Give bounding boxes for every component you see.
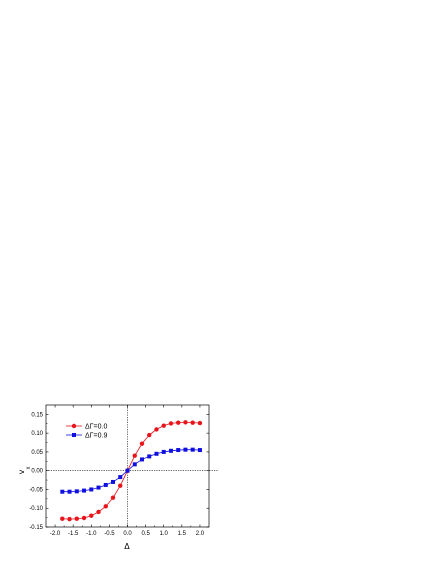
data-point-series-1 [110, 495, 116, 500]
data-point-series-1 [132, 453, 137, 458]
data-point-series-1 [139, 441, 145, 446]
data-point-series-2 [154, 451, 159, 456]
data-point-series-1 [96, 509, 101, 515]
x-tick-label: 0.0 [123, 531, 132, 537]
data-point-series-2 [96, 485, 101, 490]
data-point-series-1 [118, 483, 123, 488]
data-point-series-2 [60, 489, 65, 494]
data-point-series-1 [60, 516, 65, 521]
y-tick-label: 0.15 [31, 412, 43, 418]
data-point-series-2 [190, 447, 195, 452]
data-point-series-2 [183, 447, 188, 452]
legend-label-2: ΔΓ=0.9 [85, 432, 107, 439]
data-point-series-2 [103, 482, 108, 487]
data-point-series-1 [81, 515, 87, 521]
data-point-series-2 [67, 489, 72, 494]
x-tick-label: -1.0 [86, 531, 97, 537]
data-point-series-2 [82, 488, 87, 493]
y-tick-label: 0.10 [31, 431, 43, 437]
data-point-series-2 [168, 448, 173, 453]
data-point-series-1 [190, 420, 195, 425]
legend-label-1: ΔΓ=0.0 [85, 423, 107, 430]
data-point-series-1 [176, 420, 181, 425]
data-point-series-1 [103, 504, 108, 509]
y-axis-title: v x [17, 467, 32, 475]
data-point-series-1 [147, 432, 152, 438]
y-tick-label: -0.05 [29, 487, 43, 493]
data-point-series-2 [197, 448, 202, 453]
x-tick-label: -0.5 [104, 531, 115, 537]
data-point-series-1 [161, 423, 166, 428]
data-point-series-1 [168, 421, 174, 426]
x-tick-label: 1.0 [160, 531, 169, 537]
data-point-series-2 [139, 457, 144, 462]
data-point-series-2 [161, 449, 166, 454]
y-tick-label: -0.15 [29, 525, 43, 531]
y-tick-label: 0.05 [31, 450, 43, 456]
data-point-series-2 [147, 454, 152, 459]
data-point-series-2 [74, 489, 79, 494]
data-point-series-2 [111, 479, 116, 484]
y-tick-label: 0.00 [31, 469, 43, 475]
legend-marker-1 [71, 423, 77, 429]
data-point-series-1 [197, 420, 203, 426]
x-tick-label: 1.5 [178, 531, 187, 537]
data-point-series-1 [183, 420, 188, 425]
svg-text:v: v [17, 469, 26, 474]
y-tick-label: -0.10 [29, 506, 43, 512]
data-point-series-1 [67, 516, 72, 522]
data-point-series-1 [89, 513, 94, 518]
data-point-series-2 [132, 462, 137, 467]
x-tick-label: 2.0 [196, 531, 205, 537]
data-point-series-2 [118, 475, 123, 480]
x-tick-label: 0.5 [141, 531, 150, 537]
data-point-series-2 [176, 448, 181, 453]
data-point-series-1 [74, 516, 79, 521]
svg-text:x: x [26, 467, 32, 470]
x-axis-title: Δ [124, 542, 130, 551]
x-tick-label: -1.5 [68, 531, 79, 537]
x-tick-label: -2.0 [50, 531, 61, 537]
data-point-series-2 [125, 468, 130, 473]
data-point-series-1 [154, 427, 159, 432]
legend-marker-2 [72, 433, 76, 437]
data-point-series-2 [89, 487, 94, 492]
